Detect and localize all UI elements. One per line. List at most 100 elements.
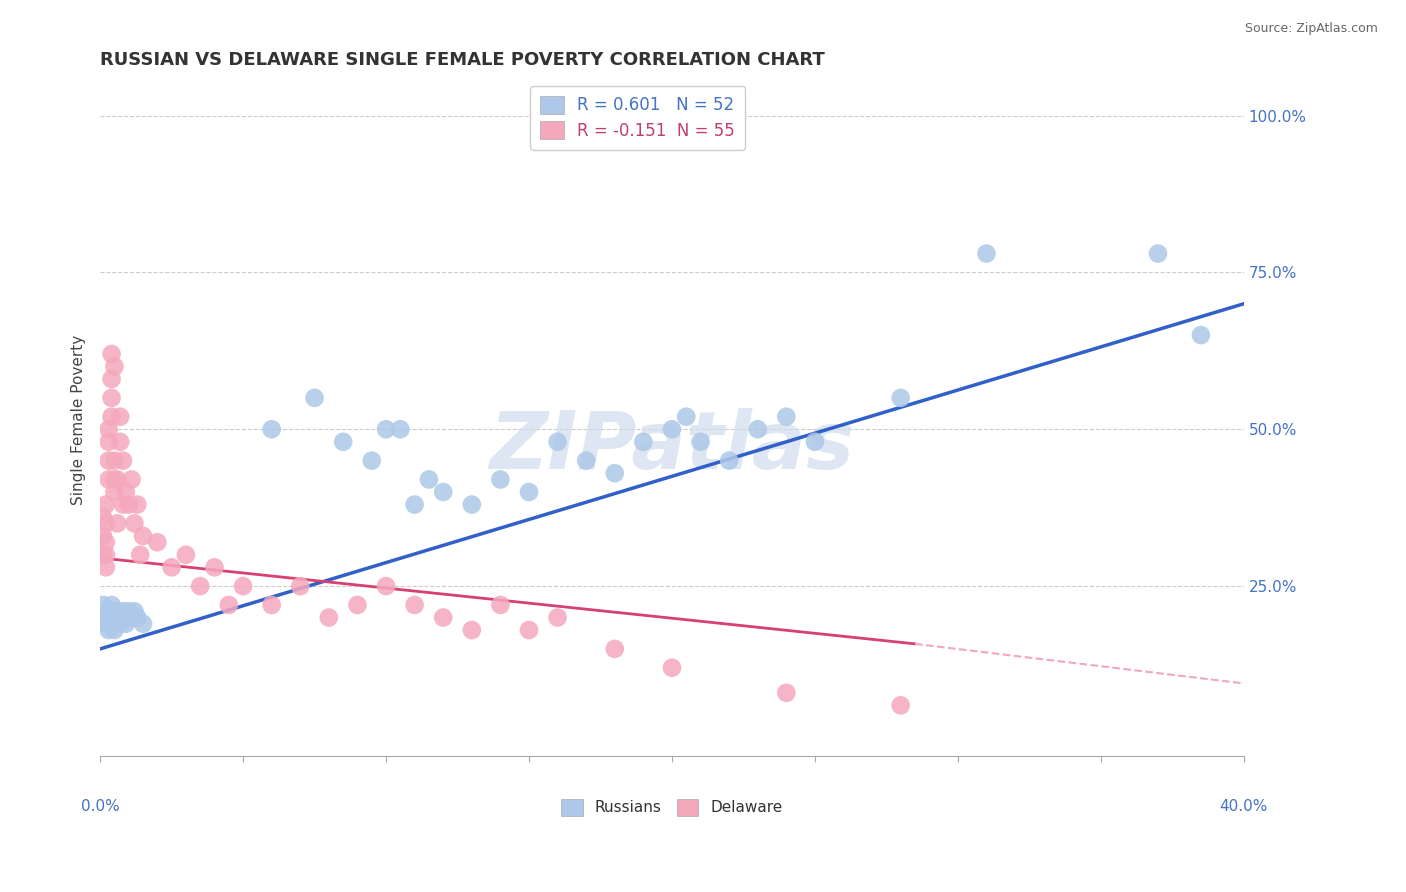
Point bbox=[517, 623, 540, 637]
Point bbox=[111, 610, 134, 624]
Point bbox=[97, 623, 120, 637]
Point bbox=[432, 610, 454, 624]
Point bbox=[547, 610, 569, 624]
Point bbox=[97, 453, 120, 467]
Point bbox=[100, 347, 122, 361]
Point bbox=[91, 529, 114, 543]
Point bbox=[1189, 328, 1212, 343]
Point bbox=[105, 604, 128, 618]
Point bbox=[129, 548, 152, 562]
Point bbox=[160, 560, 183, 574]
Point bbox=[517, 485, 540, 500]
Point bbox=[633, 434, 655, 449]
Point bbox=[103, 616, 125, 631]
Point bbox=[94, 516, 117, 531]
Point bbox=[603, 466, 626, 480]
Point bbox=[661, 661, 683, 675]
Point bbox=[204, 560, 226, 574]
Text: 0.0%: 0.0% bbox=[80, 799, 120, 814]
Point bbox=[103, 453, 125, 467]
Point bbox=[547, 434, 569, 449]
Point bbox=[118, 610, 141, 624]
Point bbox=[100, 616, 122, 631]
Point bbox=[121, 473, 143, 487]
Point bbox=[94, 498, 117, 512]
Point bbox=[461, 498, 484, 512]
Point bbox=[108, 616, 131, 631]
Point bbox=[97, 473, 120, 487]
Point bbox=[121, 610, 143, 624]
Point bbox=[1147, 246, 1170, 260]
Point bbox=[111, 604, 134, 618]
Point bbox=[94, 604, 117, 618]
Point bbox=[260, 598, 283, 612]
Point bbox=[103, 604, 125, 618]
Point bbox=[890, 698, 912, 713]
Point bbox=[103, 623, 125, 637]
Point bbox=[132, 616, 155, 631]
Text: 40.0%: 40.0% bbox=[1219, 799, 1268, 814]
Point bbox=[118, 604, 141, 618]
Point bbox=[675, 409, 697, 424]
Point bbox=[103, 359, 125, 374]
Point bbox=[775, 409, 797, 424]
Point bbox=[105, 473, 128, 487]
Point bbox=[404, 598, 426, 612]
Point bbox=[318, 610, 340, 624]
Point bbox=[94, 560, 117, 574]
Point bbox=[127, 498, 149, 512]
Point bbox=[389, 422, 412, 436]
Point bbox=[103, 473, 125, 487]
Point bbox=[100, 598, 122, 612]
Point bbox=[146, 535, 169, 549]
Point bbox=[91, 598, 114, 612]
Point bbox=[103, 610, 125, 624]
Point bbox=[100, 409, 122, 424]
Point bbox=[100, 372, 122, 386]
Text: Source: ZipAtlas.com: Source: ZipAtlas.com bbox=[1244, 22, 1378, 36]
Point bbox=[575, 453, 598, 467]
Point bbox=[976, 246, 998, 260]
Point bbox=[108, 409, 131, 424]
Point bbox=[432, 485, 454, 500]
Point bbox=[132, 529, 155, 543]
Point bbox=[661, 422, 683, 436]
Point bbox=[115, 616, 138, 631]
Point bbox=[375, 579, 398, 593]
Point bbox=[489, 473, 512, 487]
Point bbox=[804, 434, 827, 449]
Point bbox=[260, 422, 283, 436]
Point bbox=[218, 598, 240, 612]
Point bbox=[375, 422, 398, 436]
Point bbox=[94, 535, 117, 549]
Point bbox=[97, 610, 120, 624]
Point bbox=[890, 391, 912, 405]
Point bbox=[188, 579, 211, 593]
Point bbox=[94, 616, 117, 631]
Point bbox=[91, 548, 114, 562]
Point bbox=[304, 391, 326, 405]
Point bbox=[747, 422, 769, 436]
Point bbox=[97, 434, 120, 449]
Point bbox=[489, 598, 512, 612]
Point bbox=[124, 516, 146, 531]
Point bbox=[689, 434, 711, 449]
Point bbox=[94, 548, 117, 562]
Point bbox=[404, 498, 426, 512]
Point bbox=[603, 641, 626, 656]
Point bbox=[103, 485, 125, 500]
Point bbox=[718, 453, 741, 467]
Point bbox=[111, 498, 134, 512]
Point bbox=[332, 434, 354, 449]
Y-axis label: Single Female Poverty: Single Female Poverty bbox=[72, 334, 86, 505]
Point bbox=[108, 434, 131, 449]
Point bbox=[775, 686, 797, 700]
Point bbox=[346, 598, 368, 612]
Point bbox=[105, 616, 128, 631]
Point bbox=[124, 604, 146, 618]
Point bbox=[127, 610, 149, 624]
Point bbox=[360, 453, 382, 467]
Point bbox=[461, 623, 484, 637]
Point bbox=[91, 510, 114, 524]
Point bbox=[105, 516, 128, 531]
